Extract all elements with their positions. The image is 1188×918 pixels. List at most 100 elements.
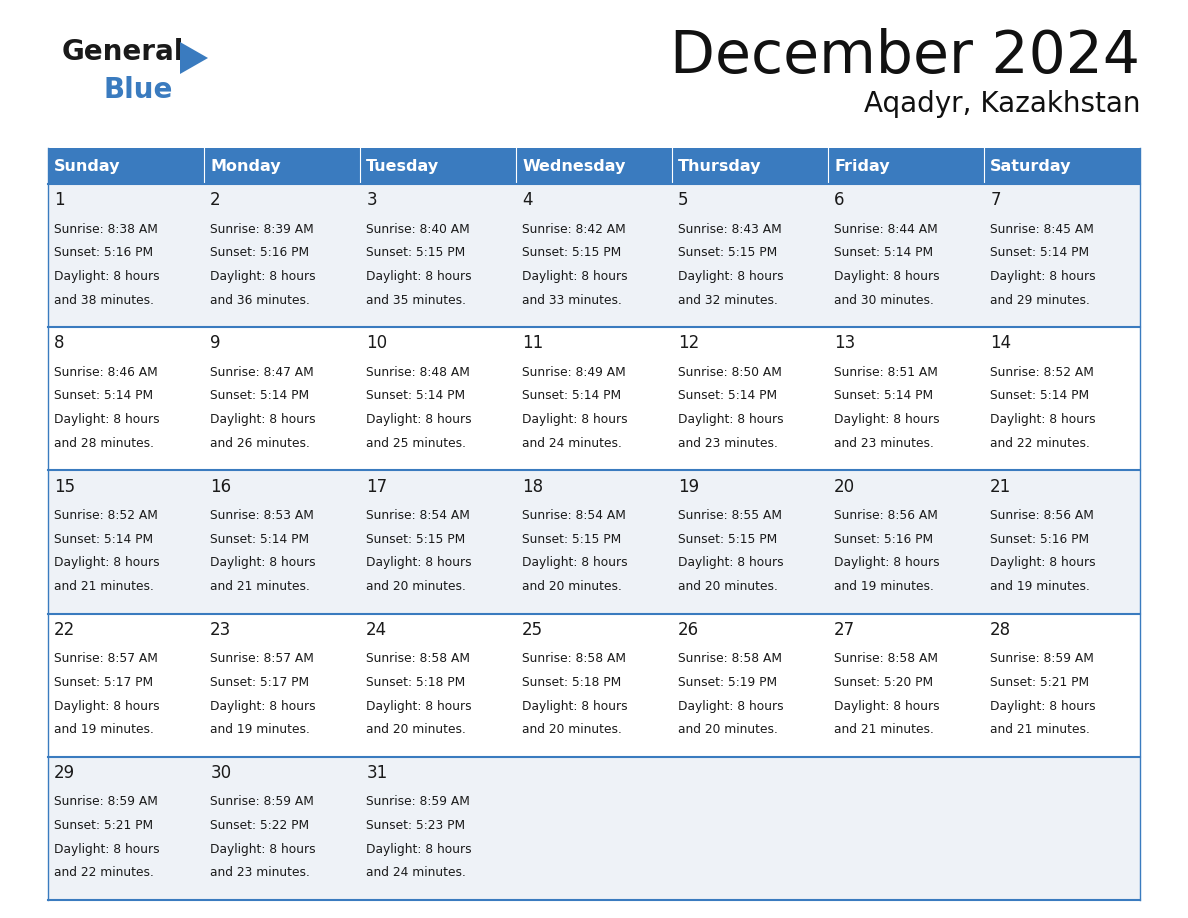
Text: 28: 28 (991, 621, 1011, 639)
Text: Monday: Monday (210, 159, 280, 174)
Text: Daylight: 8 hours: Daylight: 8 hours (678, 270, 784, 283)
Text: 22: 22 (55, 621, 76, 639)
Text: and 20 minutes.: and 20 minutes. (366, 723, 466, 736)
Text: and 21 minutes.: and 21 minutes. (210, 580, 310, 593)
Bar (828, 148, 984, 184)
Text: Sunrise: 8:54 AM: Sunrise: 8:54 AM (523, 509, 626, 522)
Bar (672, 148, 828, 184)
Text: Sunrise: 8:59 AM: Sunrise: 8:59 AM (210, 796, 314, 809)
Text: Sunset: 5:16 PM: Sunset: 5:16 PM (210, 246, 309, 259)
Text: Sunset: 5:21 PM: Sunset: 5:21 PM (55, 819, 153, 832)
Text: and 20 minutes.: and 20 minutes. (523, 723, 623, 736)
Text: Sunrise: 8:42 AM: Sunrise: 8:42 AM (523, 223, 626, 236)
Text: 4: 4 (523, 191, 532, 209)
Text: Sunset: 5:14 PM: Sunset: 5:14 PM (55, 532, 153, 545)
Text: Sunset: 5:14 PM: Sunset: 5:14 PM (834, 389, 934, 402)
Text: Sunday: Sunday (55, 159, 121, 174)
Text: Sunset: 5:14 PM: Sunset: 5:14 PM (210, 532, 309, 545)
Text: and 23 minutes.: and 23 minutes. (210, 867, 310, 879)
Text: and 19 minutes.: and 19 minutes. (991, 580, 1091, 593)
Text: Aqadyr, Kazakhstan: Aqadyr, Kazakhstan (864, 90, 1140, 118)
Text: Sunrise: 8:56 AM: Sunrise: 8:56 AM (991, 509, 1094, 522)
Text: Sunset: 5:15 PM: Sunset: 5:15 PM (366, 246, 466, 259)
Text: Daylight: 8 hours: Daylight: 8 hours (834, 413, 940, 426)
Text: Sunrise: 8:39 AM: Sunrise: 8:39 AM (210, 223, 314, 236)
Text: and 30 minutes.: and 30 minutes. (834, 294, 934, 307)
Text: Sunset: 5:16 PM: Sunset: 5:16 PM (991, 532, 1089, 545)
Text: Daylight: 8 hours: Daylight: 8 hours (366, 413, 472, 426)
Text: Daylight: 8 hours: Daylight: 8 hours (991, 270, 1095, 283)
Text: 25: 25 (523, 621, 543, 639)
Text: Daylight: 8 hours: Daylight: 8 hours (55, 413, 160, 426)
Text: and 28 minutes.: and 28 minutes. (55, 437, 154, 450)
Text: 5: 5 (678, 191, 689, 209)
Text: 16: 16 (210, 477, 232, 496)
Text: Daylight: 8 hours: Daylight: 8 hours (834, 556, 940, 569)
Text: and 24 minutes.: and 24 minutes. (523, 437, 623, 450)
Text: Friday: Friday (834, 159, 890, 174)
Text: Sunset: 5:14 PM: Sunset: 5:14 PM (55, 389, 153, 402)
Text: Daylight: 8 hours: Daylight: 8 hours (210, 700, 316, 712)
Text: 20: 20 (834, 477, 855, 496)
Bar (48, 470, 1140, 613)
Text: Sunset: 5:14 PM: Sunset: 5:14 PM (991, 246, 1089, 259)
Text: and 21 minutes.: and 21 minutes. (55, 580, 154, 593)
Text: Sunset: 5:20 PM: Sunset: 5:20 PM (834, 676, 934, 688)
Text: Daylight: 8 hours: Daylight: 8 hours (991, 700, 1095, 712)
Bar (48, 184, 1140, 327)
Bar (48, 613, 1140, 756)
Text: and 19 minutes.: and 19 minutes. (55, 723, 154, 736)
Text: Sunset: 5:16 PM: Sunset: 5:16 PM (834, 532, 934, 545)
Text: 12: 12 (678, 334, 700, 353)
Text: Saturday: Saturday (991, 159, 1072, 174)
Text: Daylight: 8 hours: Daylight: 8 hours (55, 270, 160, 283)
Text: Daylight: 8 hours: Daylight: 8 hours (210, 270, 316, 283)
Text: 24: 24 (366, 621, 387, 639)
Text: Daylight: 8 hours: Daylight: 8 hours (210, 556, 316, 569)
Text: Sunrise: 8:45 AM: Sunrise: 8:45 AM (991, 223, 1094, 236)
Text: Sunrise: 8:59 AM: Sunrise: 8:59 AM (55, 796, 158, 809)
Text: and 21 minutes.: and 21 minutes. (991, 723, 1091, 736)
Text: December 2024: December 2024 (670, 28, 1140, 85)
Text: 6: 6 (834, 191, 845, 209)
Text: 27: 27 (834, 621, 855, 639)
Text: Daylight: 8 hours: Daylight: 8 hours (523, 700, 628, 712)
Text: and 26 minutes.: and 26 minutes. (210, 437, 310, 450)
Text: Daylight: 8 hours: Daylight: 8 hours (678, 700, 784, 712)
Text: General: General (62, 38, 184, 66)
Text: 13: 13 (834, 334, 855, 353)
Text: Sunset: 5:16 PM: Sunset: 5:16 PM (55, 246, 153, 259)
Text: Daylight: 8 hours: Daylight: 8 hours (366, 700, 472, 712)
Text: Sunrise: 8:46 AM: Sunrise: 8:46 AM (55, 366, 158, 379)
Text: and 38 minutes.: and 38 minutes. (55, 294, 154, 307)
Text: Daylight: 8 hours: Daylight: 8 hours (366, 556, 472, 569)
Text: Sunset: 5:15 PM: Sunset: 5:15 PM (366, 532, 466, 545)
Bar (48, 327, 1140, 470)
Text: Daylight: 8 hours: Daylight: 8 hours (210, 843, 316, 856)
Text: Tuesday: Tuesday (366, 159, 440, 174)
Text: Sunrise: 8:58 AM: Sunrise: 8:58 AM (366, 653, 470, 666)
Text: Blue: Blue (105, 76, 173, 104)
Text: Daylight: 8 hours: Daylight: 8 hours (55, 556, 160, 569)
Text: Sunset: 5:14 PM: Sunset: 5:14 PM (210, 389, 309, 402)
Text: and 20 minutes.: and 20 minutes. (366, 580, 466, 593)
Text: 7: 7 (991, 191, 1000, 209)
Text: Wednesday: Wednesday (523, 159, 626, 174)
Text: Sunrise: 8:58 AM: Sunrise: 8:58 AM (678, 653, 782, 666)
Text: Sunset: 5:14 PM: Sunset: 5:14 PM (366, 389, 466, 402)
Text: and 32 minutes.: and 32 minutes. (678, 294, 778, 307)
Text: Daylight: 8 hours: Daylight: 8 hours (834, 270, 940, 283)
Text: Daylight: 8 hours: Daylight: 8 hours (55, 843, 160, 856)
Text: and 19 minutes.: and 19 minutes. (210, 723, 310, 736)
Text: and 23 minutes.: and 23 minutes. (834, 437, 934, 450)
Text: and 20 minutes.: and 20 minutes. (678, 580, 778, 593)
Text: Sunrise: 8:57 AM: Sunrise: 8:57 AM (55, 653, 158, 666)
Text: Sunrise: 8:59 AM: Sunrise: 8:59 AM (366, 796, 470, 809)
Text: and 21 minutes.: and 21 minutes. (834, 723, 934, 736)
Text: 31: 31 (366, 764, 387, 782)
Text: 30: 30 (210, 764, 232, 782)
Polygon shape (181, 42, 208, 74)
Text: 14: 14 (991, 334, 1011, 353)
Text: Sunrise: 8:56 AM: Sunrise: 8:56 AM (834, 509, 939, 522)
Text: 2: 2 (210, 191, 221, 209)
